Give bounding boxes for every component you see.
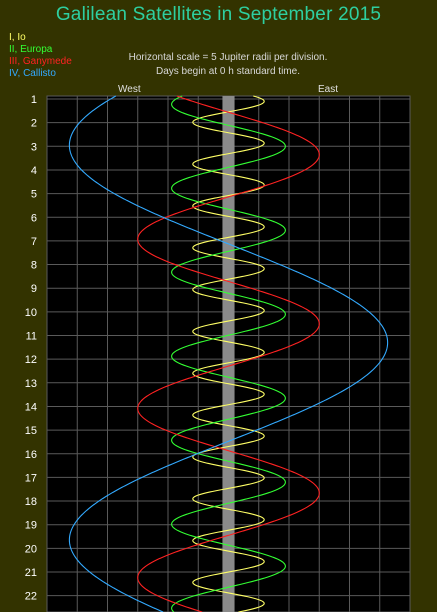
day-tick-label: 3 bbox=[31, 141, 37, 153]
day-tick-label: 13 bbox=[25, 378, 37, 390]
chart-title: Galilean Satellites in September 2015 bbox=[55, 4, 382, 25]
day-tick-label: 2 bbox=[31, 118, 37, 130]
day-tick-label: 4 bbox=[31, 165, 37, 177]
legend-item-europa: II, Europa bbox=[9, 44, 53, 55]
day-tick-label: 14 bbox=[25, 401, 37, 413]
day-tick-label: 16 bbox=[25, 449, 37, 461]
day-tick-label: 19 bbox=[25, 520, 37, 532]
legend: I, Io II, Europa III, Ganymede IV, Calli… bbox=[9, 32, 72, 80]
satellite-curve-europa bbox=[171, 95, 286, 612]
day-tick-label: 1 bbox=[31, 94, 37, 106]
day-tick-label: 5 bbox=[31, 189, 37, 201]
day-tick-label: 9 bbox=[31, 283, 37, 295]
day-tick-label: 7 bbox=[31, 236, 37, 248]
day-tick-label: 8 bbox=[31, 260, 37, 272]
west-label: West bbox=[118, 84, 141, 95]
legend-item-callisto: IV, Callisto bbox=[9, 68, 56, 79]
time-note: Days begin at 0 h standard time. bbox=[156, 66, 300, 77]
day-tick-label: 11 bbox=[26, 331, 37, 343]
day-tick-label: 20 bbox=[25, 543, 37, 555]
satellite-curve-callisto bbox=[68, 95, 389, 612]
day-tick-label: 22 bbox=[25, 591, 37, 603]
day-tick-label: 15 bbox=[25, 425, 37, 437]
day-tick-label: 21 bbox=[25, 567, 37, 579]
legend-item-ganymede: III, Ganymede bbox=[9, 56, 72, 67]
east-label: East bbox=[318, 84, 339, 95]
jupiter-band bbox=[222, 96, 235, 612]
day-tick-label: 12 bbox=[25, 354, 37, 366]
scale-note: Horizontal scale = 5 Jupiter radii per d… bbox=[128, 52, 328, 63]
day-tick-label: 6 bbox=[31, 212, 37, 224]
satellite-curve-ganymede bbox=[137, 95, 320, 612]
day-tick-label: 17 bbox=[25, 472, 37, 484]
legend-item-io: I, Io bbox=[9, 32, 26, 43]
day-tick-label: 10 bbox=[25, 307, 37, 319]
satellite-curve-io bbox=[192, 95, 265, 612]
day-tick-label: 18 bbox=[25, 496, 37, 508]
